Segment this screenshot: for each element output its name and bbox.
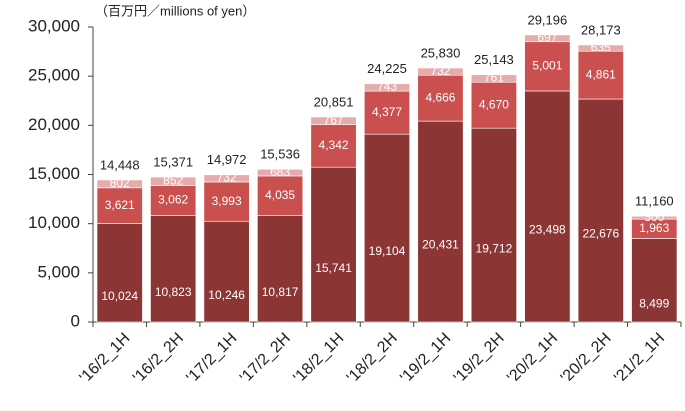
bar-segment: [417, 74, 464, 122]
data-label: 743: [377, 80, 397, 94]
bar-segment: [96, 179, 143, 189]
x-tick-label: '17/2_1H: [183, 330, 240, 387]
x-tick-label: '19/2_1H: [397, 330, 454, 387]
y-tick-label: 5,000: [37, 262, 80, 281]
bar-segment: [470, 81, 517, 129]
bar-segment: [363, 90, 411, 135]
total-label: 15,536: [260, 147, 300, 162]
data-label: 19,712: [476, 241, 513, 255]
data-label: 10,823: [155, 285, 192, 299]
total-label: 15,371: [153, 155, 193, 170]
x-tick-label: '18/2_1H: [290, 330, 347, 387]
bar-segment: [524, 90, 571, 323]
total-label: 14,972: [207, 152, 247, 167]
data-label: 732: [217, 171, 237, 185]
data-label: 761: [484, 71, 504, 85]
data-label: 300: [644, 210, 664, 224]
bar-segment: [310, 166, 357, 323]
x-tick-label: '20/2_2H: [558, 330, 615, 387]
bar-segment: [470, 127, 517, 323]
data-label: 4,670: [479, 97, 509, 111]
bar-segment: [150, 215, 197, 323]
total-label: 11,160: [635, 194, 674, 209]
data-label: 802: [110, 176, 130, 190]
y-tick-label: 25,000: [28, 66, 80, 85]
x-tick-label: '18/2_2H: [344, 330, 401, 387]
data-label: 10,246: [208, 288, 245, 302]
bar-segment: [363, 133, 411, 323]
data-label: 3,993: [212, 194, 242, 208]
bar-segment: [96, 223, 143, 323]
data-label: 19,104: [369, 244, 406, 258]
bar-segment: [363, 83, 411, 92]
data-label: 15,741: [315, 261, 352, 275]
data-label: 4,861: [586, 67, 616, 81]
total-label: 20,851: [314, 94, 354, 109]
y-tick-label: 30,000: [28, 16, 80, 35]
data-label: 1,963: [639, 221, 669, 235]
data-label: 23,498: [529, 223, 566, 237]
data-label: 732: [430, 64, 450, 78]
data-label: 635: [591, 40, 611, 54]
bar-segment: [577, 98, 624, 323]
data-label: 4,342: [319, 138, 349, 152]
data-label: 3,621: [105, 198, 135, 212]
x-tick-label: '16/2_2H: [130, 330, 187, 387]
y-tick-label: 20,000: [28, 115, 80, 134]
total-label: 28,173: [581, 22, 621, 37]
total-label: 25,143: [474, 52, 514, 67]
bar-segment: [257, 215, 304, 323]
bar-segment: [577, 50, 624, 100]
total-label: 25,830: [421, 45, 461, 60]
unit-label: （百万円／millions of yen）: [95, 3, 255, 18]
data-label: 767: [324, 113, 344, 127]
bar-segment: [96, 187, 143, 224]
bar-segment: [631, 238, 678, 323]
bar-segment: [257, 175, 304, 216]
bar-segment: [257, 168, 304, 177]
data-label: 22,676: [582, 227, 619, 241]
y-tick-label: 15,000: [28, 164, 80, 183]
y-tick-label: 10,000: [28, 213, 80, 232]
data-label: 852: [163, 173, 183, 187]
data-label: 20,431: [422, 238, 459, 252]
total-label: 24,225: [367, 61, 407, 76]
bar-segment: [577, 44, 624, 52]
x-tick-label: '17/2_2H: [237, 330, 294, 387]
total-label: 29,196: [527, 12, 567, 27]
data-label: 10,024: [101, 289, 138, 303]
bar-segment: [310, 116, 357, 125]
bar-segment: [150, 176, 197, 186]
bar-segment: [524, 34, 571, 43]
data-label: 8,499: [639, 296, 669, 310]
bar-segment: [631, 215, 678, 220]
data-label: 697: [537, 31, 557, 45]
data-label: 4,666: [425, 90, 455, 104]
x-tick-label: '19/2_2H: [451, 330, 508, 387]
bar-segment: [470, 74, 517, 83]
bar-segment: [203, 220, 250, 323]
data-label: 4,035: [265, 188, 295, 202]
bar-segment: [150, 185, 197, 216]
x-tick-label: '20/2_1H: [504, 330, 561, 387]
y-tick-label: 0: [71, 311, 80, 330]
bar-segment: [203, 181, 250, 222]
data-label: 5,001: [532, 59, 562, 73]
bar-segment: [417, 67, 464, 76]
x-tick-label: '16/2_1H: [77, 330, 134, 387]
bar-segment: [524, 41, 571, 92]
bar-segment: [417, 120, 464, 323]
data-label: 683: [270, 165, 290, 179]
bar-segment: [310, 124, 357, 168]
total-label: 14,448: [100, 157, 140, 172]
data-label: 4,377: [372, 105, 402, 119]
x-tick-label: '21/2_1H: [611, 330, 668, 387]
bar-segment: [203, 174, 250, 183]
data-label: 10,817: [262, 285, 299, 299]
data-label: 3,062: [158, 193, 188, 207]
